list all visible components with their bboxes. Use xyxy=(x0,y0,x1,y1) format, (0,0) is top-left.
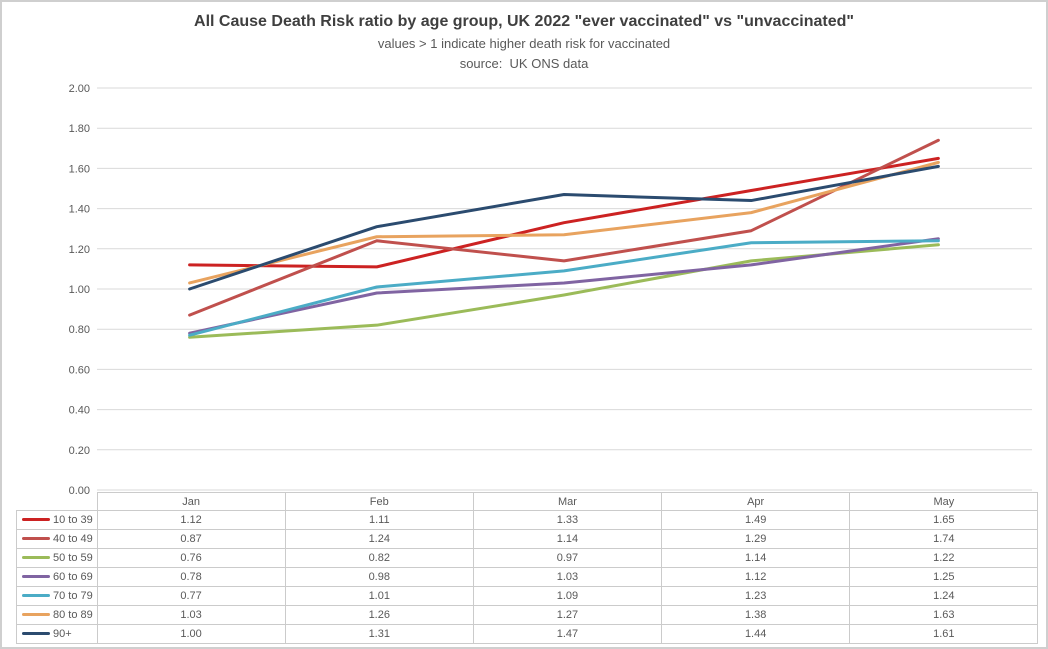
y-axis-tick-label: 1.00 xyxy=(69,284,90,296)
value-60-to-69-mar: 1.03 xyxy=(472,567,663,587)
legend-swatch-90plus xyxy=(22,632,50,635)
legend-70-to-79: 70 to 79 xyxy=(16,586,98,606)
value-60-to-69-may: 1.25 xyxy=(849,567,1039,587)
legend-swatch-70-to-79 xyxy=(22,594,50,597)
legend-label: 10 to 39 xyxy=(53,514,93,526)
value-50-to-59-apr: 1.14 xyxy=(661,548,851,568)
y-axis-tick-label: 1.60 xyxy=(69,163,90,175)
legend-label: 40 to 49 xyxy=(53,533,93,545)
value-60-to-69-feb: 0.98 xyxy=(284,567,474,587)
value-10-to-39-feb: 1.11 xyxy=(284,510,474,530)
column-header-jan: Jan xyxy=(96,492,286,511)
legend-swatch-60-to-69 xyxy=(22,575,50,578)
value-40-to-49-feb: 1.24 xyxy=(284,529,474,549)
legend-label: 70 to 79 xyxy=(53,590,93,602)
value-80-to-89-feb: 1.26 xyxy=(284,605,474,625)
y-axis-tick-label: 0.20 xyxy=(69,445,90,457)
table-row-90plus: 90+ 1.00 1.31 1.47 1.44 1.61 xyxy=(16,624,1039,644)
series-line-40-to-49 xyxy=(188,138,940,317)
chart-data-table: Jan Feb Mar Apr May 10 to 39 1.12 1.11 1.33 1.49 1… xyxy=(16,492,1039,644)
series-line-60-to-69 xyxy=(188,237,940,335)
value-90plus-mar: 1.47 xyxy=(472,624,663,644)
value-70-to-79-feb: 1.01 xyxy=(284,586,474,606)
value-90plus-jan: 1.00 xyxy=(96,624,286,644)
legend-label: 60 to 69 xyxy=(53,571,93,583)
value-50-to-59-may: 1.22 xyxy=(849,548,1039,568)
y-axis-tick-label: 0.40 xyxy=(69,405,90,417)
table-corner-cell xyxy=(17,493,98,511)
column-header-mar: Mar xyxy=(472,492,663,511)
value-60-to-69-apr: 1.12 xyxy=(661,567,851,587)
legend-10-to-39: 10 to 39 xyxy=(16,510,98,530)
value-90plus-feb: 1.31 xyxy=(284,624,474,644)
y-axis-tick-label: 0.60 xyxy=(69,364,90,376)
value-50-to-59-jan: 0.76 xyxy=(96,548,286,568)
y-axis-tick-label: 1.20 xyxy=(69,244,90,256)
value-50-to-59-feb: 0.82 xyxy=(284,548,474,568)
value-40-to-49-mar: 1.14 xyxy=(472,529,663,549)
chart-title: All Cause Death Risk ratio by age group,… xyxy=(194,13,854,30)
value-10-to-39-may: 1.65 xyxy=(849,510,1039,530)
legend-swatch-10-to-39 xyxy=(22,518,50,521)
value-40-to-49-jan: 0.87 xyxy=(96,529,286,549)
legend-80-to-89: 80 to 89 xyxy=(16,605,98,625)
y-axis-tick-label: 0.80 xyxy=(69,324,90,336)
column-header-may: May xyxy=(849,492,1039,511)
legend-swatch-80-to-89 xyxy=(22,613,50,616)
chart-subtitle: values > 1 indicate higher death risk fo… xyxy=(377,36,671,51)
value-80-to-89-jan: 1.03 xyxy=(96,605,286,625)
value-90plus-may: 1.61 xyxy=(849,624,1039,644)
value-10-to-39-apr: 1.49 xyxy=(661,510,851,530)
value-10-to-39-mar: 1.33 xyxy=(472,510,663,530)
y-axis-tick-label: 2.00 xyxy=(69,83,90,95)
series-line-70-to-79 xyxy=(188,239,940,337)
column-header-feb: Feb xyxy=(284,492,474,511)
table-row-40-to-49: 40 to 49 0.87 1.24 1.14 1.29 1.74 xyxy=(16,529,1039,549)
value-50-to-59-mar: 0.97 xyxy=(472,548,663,568)
legend-swatch-40-to-49 xyxy=(22,537,50,540)
table-row-60-to-69: 60 to 69 0.78 0.98 1.03 1.12 1.25 xyxy=(16,567,1039,587)
value-70-to-79-may: 1.24 xyxy=(849,586,1039,606)
y-axis-tick-label: 1.40 xyxy=(69,204,90,216)
y-axis-tick-label: 0.00 xyxy=(69,485,90,497)
table-row-50-to-59: 50 to 59 0.76 0.82 0.97 1.14 1.22 xyxy=(16,548,1039,568)
series-line-80-to-89 xyxy=(188,160,940,285)
legend-90plus: 90+ xyxy=(16,624,98,644)
legend-60-to-69: 60 to 69 xyxy=(16,567,98,587)
legend-50-to-59: 50 to 59 xyxy=(16,548,98,568)
table-row-70-to-79: 70 to 79 0.77 1.01 1.09 1.23 1.24 xyxy=(16,586,1039,606)
y-axis-tick-label: 1.80 xyxy=(69,123,90,135)
value-90plus-apr: 1.44 xyxy=(661,624,851,644)
value-70-to-79-mar: 1.09 xyxy=(472,586,663,606)
value-80-to-89-may: 1.63 xyxy=(849,605,1039,625)
value-70-to-79-apr: 1.23 xyxy=(661,586,851,606)
chart-source-note: source: UK ONS data xyxy=(459,56,589,71)
legend-40-to-49: 40 to 49 xyxy=(16,529,98,549)
value-10-to-39-jan: 1.12 xyxy=(96,510,286,530)
series-line-50-to-59 xyxy=(188,243,940,339)
legend-label: 80 to 89 xyxy=(53,609,93,621)
value-60-to-69-jan: 0.78 xyxy=(96,567,286,587)
value-70-to-79-jan: 0.77 xyxy=(96,586,286,606)
value-80-to-89-apr: 1.38 xyxy=(661,605,851,625)
legend-swatch-50-to-59 xyxy=(22,556,50,559)
column-header-apr: Apr xyxy=(661,492,851,511)
value-40-to-49-may: 1.74 xyxy=(849,529,1039,549)
value-40-to-49-apr: 1.29 xyxy=(661,529,851,549)
table-row-80-to-89: 80 to 89 1.03 1.26 1.27 1.38 1.63 xyxy=(16,605,1039,625)
series-line-90plus xyxy=(188,164,940,291)
table-row-10-to-39: 10 to 39 1.12 1.11 1.33 1.49 1.65 xyxy=(16,510,1039,530)
value-80-to-89-mar: 1.27 xyxy=(472,605,663,625)
legend-label: 90+ xyxy=(53,628,72,640)
legend-label: 50 to 59 xyxy=(53,552,93,564)
